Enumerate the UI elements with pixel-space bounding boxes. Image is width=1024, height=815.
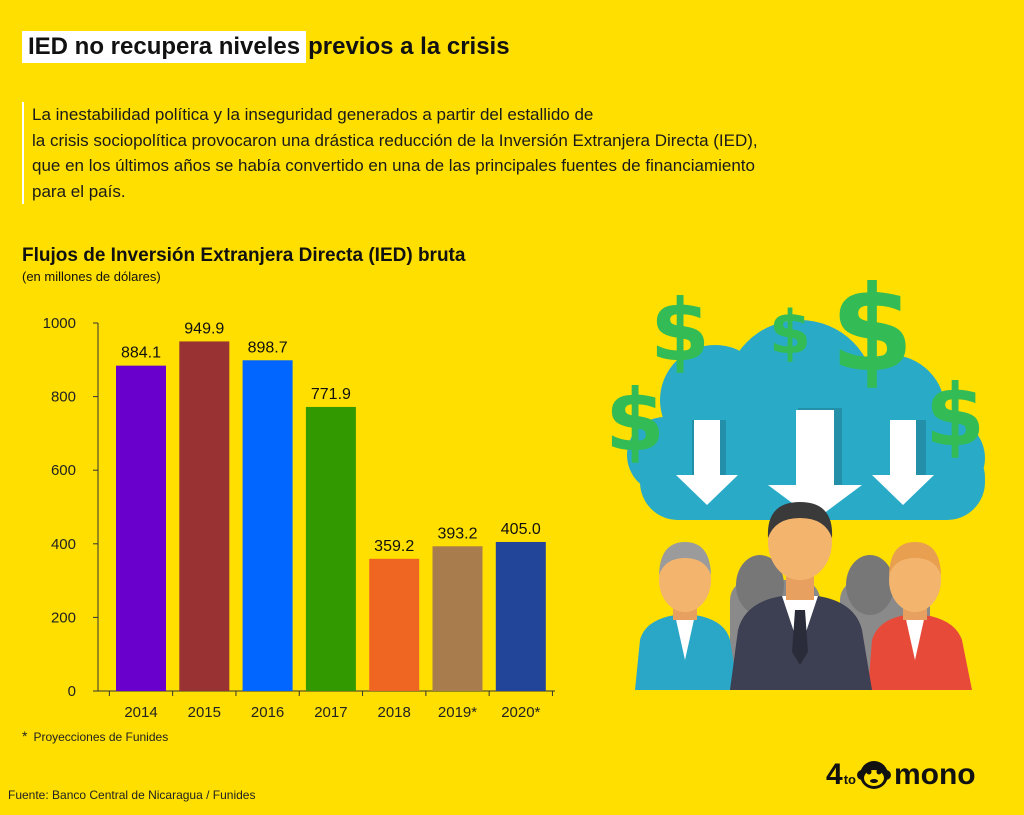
description-line: para el país.: [32, 181, 126, 201]
y-tick-label: 0: [68, 683, 76, 700]
data-label: 393.2: [437, 525, 477, 542]
person-icon: [730, 502, 872, 690]
svg-text:$: $: [769, 298, 811, 368]
svg-text:$: $: [925, 366, 985, 466]
y-tick-label: 200: [51, 609, 76, 626]
bar: [305, 406, 356, 691]
y-tick-label: 800: [51, 389, 76, 406]
y-tick-label: 400: [51, 536, 76, 553]
arrow-down-icon: [676, 408, 934, 520]
bar: [116, 365, 166, 691]
data-label: 405.0: [501, 521, 541, 538]
investment-people-cloud-icon: $ $ $ $ $: [605, 280, 985, 690]
bar: [179, 341, 230, 691]
bar-chart: 0 200 400 600 800 1000 884.1 2014 949.9 2015 898.7…: [43, 315, 555, 721]
logo-four: 4: [826, 758, 843, 791]
chart-title: Flujos de Inversión Extranjera Directa (…: [22, 245, 466, 266]
data-label: 898.7: [248, 339, 288, 356]
x-tick-label: 2014: [124, 704, 157, 721]
svg-text:$: $: [830, 280, 914, 399]
data-label: 359.2: [374, 538, 414, 555]
x-tick-label: 2017: [314, 704, 347, 721]
svg-text:$: $: [605, 371, 665, 471]
description-line: la crisis sociopolítica provocaron una d…: [32, 130, 758, 150]
page-title: IED no recupera niveles previos a la cri…: [22, 30, 510, 64]
dollar-sign-icon: $ $ $ $ $: [605, 280, 985, 471]
description-line: La inestabilidad política y la insegurid…: [32, 105, 594, 124]
x-tick-label: 2020*: [501, 704, 540, 721]
description-line: que en los últimos años se había convert…: [32, 156, 755, 175]
footnote-star: *: [22, 728, 28, 744]
logo-mono: mono: [893, 758, 976, 791]
source-note: Fuente: Banco Central de Nicaragua / Fun…: [8, 788, 256, 802]
svg-text:$: $: [650, 281, 710, 381]
person-icon: [635, 542, 738, 690]
bar: [369, 558, 420, 691]
chart-subtitle: (en millones de dólares): [22, 269, 161, 284]
y-tick-label: 1000: [43, 315, 76, 332]
description: La inestabilidad política y la insegurid…: [22, 102, 1002, 204]
page-title-rest: previos a la crisis: [308, 33, 510, 60]
x-tick-label: 2019*: [438, 704, 477, 721]
page-title-highlight: IED no recupera niveles: [22, 31, 307, 63]
footnote: * Proyecciones de Funides: [22, 728, 168, 744]
logo-to: to: [843, 771, 856, 787]
brand-logo: 4 to mono: [826, 758, 976, 792]
footnote-text: Proyecciones de Funides: [33, 730, 169, 744]
data-label: 949.9: [184, 320, 224, 337]
data-label: 771.9: [311, 386, 351, 403]
bar: [495, 541, 546, 691]
bar: [242, 360, 293, 691]
x-tick-label: 2015: [188, 704, 221, 721]
person-icon: [868, 542, 972, 690]
bar: [432, 546, 483, 691]
data-label: 884.1: [121, 345, 161, 362]
x-tick-label: 2018: [378, 704, 411, 721]
y-tick-label: 600: [51, 462, 76, 479]
x-tick-label: 2016: [251, 704, 284, 721]
monkey-face-icon: [856, 761, 891, 789]
